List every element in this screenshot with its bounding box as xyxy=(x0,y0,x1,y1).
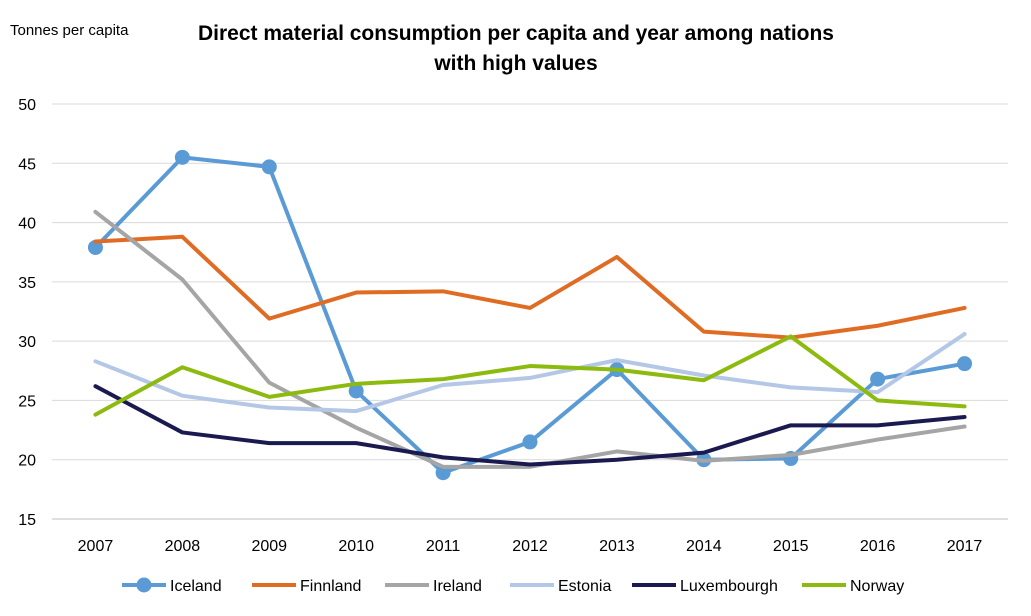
data-point-iceland xyxy=(435,465,451,481)
data-point-iceland xyxy=(87,239,103,255)
data-point-iceland xyxy=(870,371,886,387)
series-line-estonia xyxy=(93,332,967,414)
x-tick-label: 2009 xyxy=(251,538,287,555)
legend: Iceland Finnland Ireland Estonia Luxembourgh… xyxy=(122,577,904,595)
x-tick-label: 2016 xyxy=(860,538,896,555)
legend-label-estonia: Estonia xyxy=(558,578,611,595)
legend-label-finnland: Finnland xyxy=(300,578,361,595)
legend-label-norway: Norway xyxy=(850,578,904,595)
x-tick-label: 2007 xyxy=(78,538,114,555)
y-tick-label: 25 xyxy=(18,393,36,410)
y-tick-label: 40 xyxy=(18,216,36,233)
x-tick-label: 2008 xyxy=(165,538,201,555)
x-tick-label: 2011 xyxy=(426,538,461,555)
x-tick-label: 2014 xyxy=(686,538,722,555)
series-lines xyxy=(87,149,973,481)
data-point-iceland xyxy=(522,434,538,450)
legend-label-ireland: Ireland xyxy=(433,578,482,595)
y-tick-label: 35 xyxy=(18,275,36,292)
data-point-iceland xyxy=(261,159,277,175)
y-tick-label: 50 xyxy=(18,97,36,114)
data-point-iceland xyxy=(348,383,364,399)
x-tick-label: 2010 xyxy=(338,538,374,555)
chart-title-line1: Direct material consumption per capita a… xyxy=(198,22,834,45)
data-point-iceland xyxy=(957,356,973,372)
legend-marker-iceland xyxy=(136,577,152,593)
series-line-luxembourgh xyxy=(93,384,967,467)
x-tick-label: 2013 xyxy=(599,538,635,555)
legend-label-luxembourgh: Luxembourgh xyxy=(680,578,778,595)
y-tick-label: 20 xyxy=(18,453,36,470)
series-line-norway xyxy=(93,334,967,417)
gridlines xyxy=(52,103,1008,520)
x-tick-labels: 2007 2008 2009 2010 2011 2012 2013 2014 2015 2016… xyxy=(78,538,983,555)
y-tick-label: 30 xyxy=(18,334,36,351)
y-tick-labels: 15 20 25 30 35 40 45 50 xyxy=(18,97,36,529)
legend-label-iceland: Iceland xyxy=(170,578,222,595)
x-tick-label: 2012 xyxy=(512,538,548,555)
data-point-iceland xyxy=(174,149,190,165)
chart-title-line2: with high values xyxy=(433,52,597,75)
y-tick-label: 45 xyxy=(18,156,36,173)
x-tick-label: 2015 xyxy=(773,538,809,555)
series-line-ireland xyxy=(93,209,967,469)
y-tick-label: 15 xyxy=(18,512,36,529)
series-line-finnland xyxy=(93,234,967,340)
x-tick-label: 2017 xyxy=(947,538,983,555)
y-axis-label: Tonnes per capita xyxy=(10,22,129,39)
